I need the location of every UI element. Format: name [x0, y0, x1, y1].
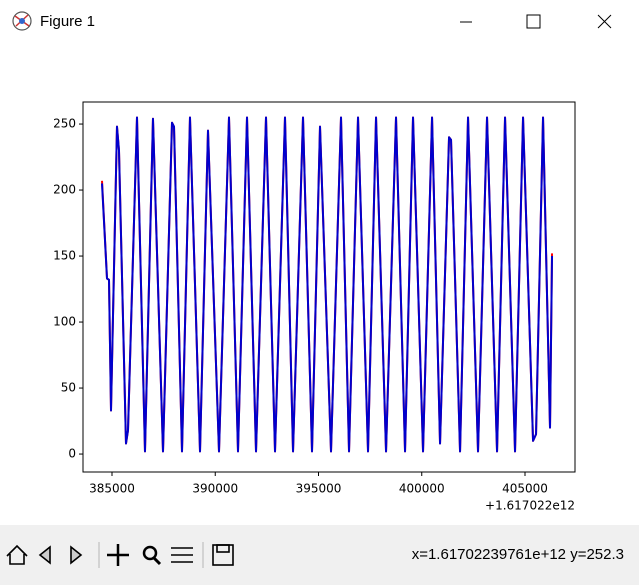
x-tick-label: 405000: [502, 482, 548, 496]
x-offset-label: +1.617022e12: [485, 499, 575, 513]
back-button[interactable]: [38, 545, 51, 565]
pan-button[interactable]: [107, 544, 129, 566]
status-text: x=1.61702239761e+12 y=252.3: [412, 546, 624, 563]
y-tick-label: 50: [61, 381, 76, 395]
x-tick-label: 390000: [192, 482, 238, 496]
x-tick-label: 395000: [296, 482, 342, 496]
zoom-button[interactable]: [142, 545, 162, 566]
x-tick-label: 385000: [89, 482, 135, 496]
y-tick-label: 100: [53, 315, 76, 329]
forward-button[interactable]: [70, 545, 83, 565]
title-bar: [0, 0, 639, 45]
close-button[interactable]: [597, 14, 612, 29]
home-button[interactable]: [6, 544, 28, 565]
configure-button[interactable]: [171, 547, 193, 563]
y-tick-label: 200: [53, 183, 76, 197]
app-icon: [12, 11, 32, 31]
data-line: [101, 116, 554, 453]
x-tick-label: 400000: [399, 482, 445, 496]
y-tick-label: 0: [68, 447, 76, 461]
y-tick-label: 150: [53, 249, 76, 263]
maximize-button[interactable]: [526, 14, 541, 29]
window-title: Figure 1: [40, 13, 95, 30]
toolbar-buttons: [6, 542, 234, 568]
y-tick-label: 250: [53, 117, 76, 131]
toolbar: [0, 525, 639, 585]
save-button[interactable]: [212, 544, 234, 566]
